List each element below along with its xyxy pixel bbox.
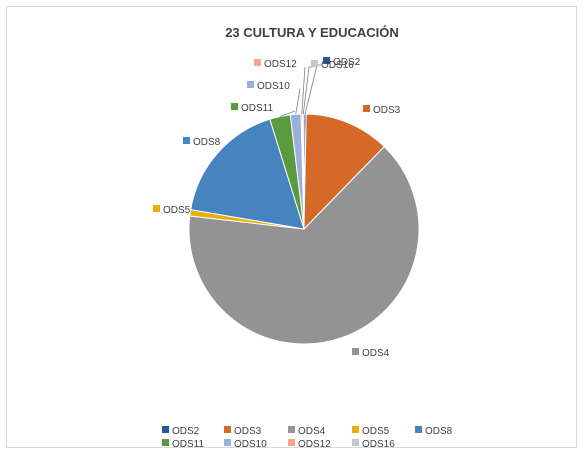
pie-slices — [188, 113, 420, 345]
pie-slice-ods3 — [303, 113, 385, 231]
data-label-ods2: ODS2 — [333, 57, 361, 68]
legend-label-ods4: ODS4 — [298, 426, 326, 437]
legend-label-ods11: ODS11 — [172, 439, 204, 448]
leader-line-ods11 — [279, 110, 296, 117]
leader-line-ods10 — [295, 88, 301, 115]
legend-label-ods3: ODS3 — [234, 426, 262, 437]
legend: ODS2 ODS3 ODS4 ODS5 ODS8 ODS11 ODS10 ODS12 ODS16 — [162, 426, 453, 448]
chart-area: 23 CULTURA Y EDUCACIÓN ODS2 ODS3 ODS4 ODS5 O… — [6, 6, 577, 448]
legend-swatch-ods4 — [288, 426, 295, 433]
pie-slice-ods16 — [302, 113, 305, 230]
legend-swatch-ods2 — [162, 426, 169, 433]
legend-label-ods12: ODS12 — [298, 439, 331, 448]
data-label-ods16: ODS16 — [321, 60, 354, 71]
label-swatch-ods4 — [352, 348, 359, 355]
label-swatch-ods8 — [183, 137, 190, 144]
label-swatch-ods5 — [153, 205, 160, 212]
legend-swatch-ods5 — [352, 426, 359, 433]
legend-label-ods16: ODS16 — [362, 439, 395, 448]
legend-label-ods5: ODS5 — [362, 426, 390, 437]
legend-swatch-ods16 — [352, 439, 359, 446]
legend-swatch-ods11 — [162, 439, 169, 446]
data-labels: ODS2 ODS3 ODS4 ODS5 ODS8 ODS11 ODS10 ODS12 ODS16 — [153, 57, 401, 359]
legend-label-ods10: ODS10 — [234, 439, 267, 448]
legend-swatch-ods12 — [288, 439, 295, 446]
label-swatch-ods12 — [254, 59, 261, 66]
data-label-ods11: ODS11 — [241, 103, 273, 114]
legend-label-ods2: ODS2 — [172, 426, 200, 437]
data-label-ods12: ODS12 — [264, 59, 297, 70]
label-swatch-ods11 — [231, 103, 238, 110]
label-swatch-ods10 — [247, 81, 254, 88]
legend-swatch-ods8 — [415, 426, 422, 433]
leader-line-ods12 — [301, 66, 306, 115]
chart-title: 23 CULTURA Y EDUCACIÓN — [225, 25, 399, 40]
pie-slice-ods4 — [188, 145, 420, 345]
leader-line-ods2 — [304, 64, 321, 115]
data-label-ods8: ODS8 — [193, 137, 221, 148]
label-swatch-ods3 — [363, 105, 370, 112]
legend-label-ods8: ODS8 — [425, 426, 453, 437]
data-label-ods4: ODS4 — [362, 348, 390, 359]
legend-swatch-ods3 — [224, 426, 231, 433]
data-label-ods3: ODS3 — [373, 105, 401, 116]
legend-swatch-ods10 — [224, 439, 231, 446]
pie-slice-ods8 — [190, 118, 305, 230]
data-label-ods5: ODS5 — [163, 205, 191, 216]
label-swatch-ods16 — [311, 60, 318, 67]
label-swatch-ods2 — [323, 57, 330, 64]
data-label-ods10: ODS10 — [257, 81, 290, 92]
pie-chart: 23 CULTURA Y EDUCACIÓN ODS2ODS3ODS4ODS5O… — [153, 25, 453, 448]
